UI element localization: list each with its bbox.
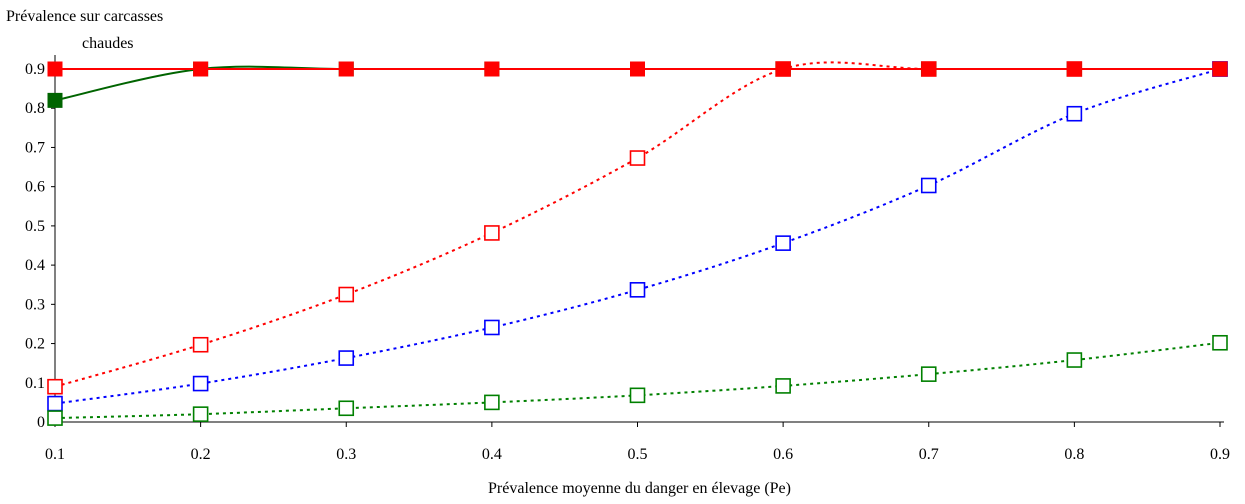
x-tick-label: 0.7 [919,446,939,463]
series-3-point [338,400,355,417]
series-3-point [1212,334,1228,351]
series-1-point [47,378,63,395]
y-tick-label: 0.6 [25,179,45,196]
series-5-point [338,61,354,77]
series-2-point [1066,105,1083,122]
series-5-point [193,61,209,77]
series-3-point [484,394,500,411]
series-2-point [484,319,500,336]
series-3-line [54,341,1221,420]
series-2-point [629,282,646,298]
series-1-point [629,150,646,166]
series-5-point [1066,61,1082,77]
series-2-point [920,177,937,194]
series-3-point [629,387,646,404]
y-tick-label: 0.3 [25,296,45,313]
x-axis-label: Prévalence moyenne du danger en élevage … [488,480,791,497]
series-3-point [775,378,791,394]
y-tick-label: 0.1 [25,375,45,392]
series-2-point [338,350,355,366]
y-tick-label: 0.5 [25,218,45,235]
x-tick-label: 0.8 [1064,446,1084,463]
x-tick-label: 0.4 [482,446,502,463]
plot-area: 00.10.20.30.40.50.60.70.80.90.1 0.2 0.3 0.4… [25,55,1230,463]
x-tick-label: 0.9 [1210,446,1230,463]
series-5-point [775,61,791,77]
series-2-point [47,395,63,412]
series-3-point [192,406,209,422]
series-3-point [920,366,937,382]
x-tick-label: 0.6 [773,446,793,463]
series-5-point [630,61,645,77]
y-tick-label: 0 [37,414,45,431]
y-tick-label: 0.9 [25,61,45,78]
series-2-point [775,235,791,251]
series-2-line [54,68,1221,405]
y-tick-label: 0.8 [25,100,45,117]
series-1-line [54,61,1220,388]
x-tick-label: 0.3 [336,446,356,463]
series-1-point [192,336,209,353]
y-tick-label: 0.4 [25,257,45,274]
series-5-point [484,61,500,77]
x-tick-label: 0.2 [191,446,211,463]
series-2-point [192,375,209,392]
x-tick-label: 0.5 [628,446,648,463]
series-3-point [47,410,63,426]
y-axis-label-line-1: Prévalence sur carcasses [6,8,164,25]
series-1-point [484,225,500,241]
series-3-point [1066,352,1083,368]
series-5-point [47,61,63,77]
x-tick-label: 0.1 [45,446,65,463]
series-4-point [47,92,63,108]
y-tick-label: 0.2 [25,336,45,353]
series-5-point [1212,61,1228,77]
series-1-point [338,286,355,303]
y-tick-label: 0.7 [25,139,45,156]
series-5-point [921,61,937,77]
y-axis-label-line-2: chaudes [82,35,134,52]
